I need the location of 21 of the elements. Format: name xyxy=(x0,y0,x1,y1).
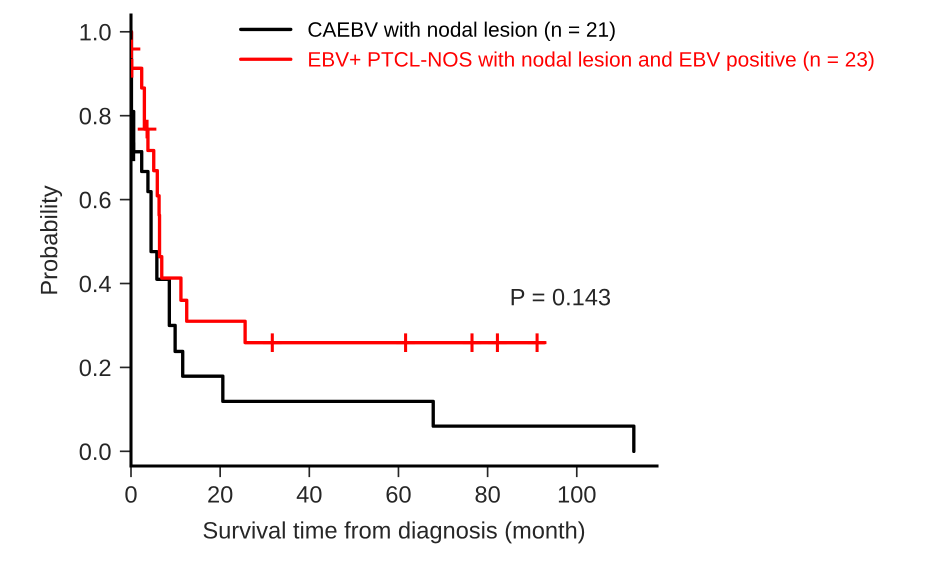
y-tick-label: 0.0 xyxy=(80,443,111,460)
y-tick-label: 0.4 xyxy=(80,276,111,292)
x-tick-label: 40 xyxy=(296,486,322,503)
x-tick-label: 0 xyxy=(125,486,137,503)
point xyxy=(486,332,508,354)
x-tick-label: 60 xyxy=(386,486,411,503)
x-tick-label: 20 xyxy=(208,486,232,503)
legend-label: CAEBV with nodal lesion (n = 21) xyxy=(308,22,615,42)
x-tick-label: 80 xyxy=(476,486,500,503)
y-tick-label: 0.8 xyxy=(80,108,111,124)
x-axis-title: Survival time from diagnosis (month) xyxy=(204,521,584,544)
point xyxy=(526,332,548,354)
y-tick-label: 1.0 xyxy=(80,24,111,41)
y-tick-label: 0.6 xyxy=(80,192,111,208)
legend-label: EBV+ PTCL-NOS with nodal lesion and EBV positive (n = 23) xyxy=(309,51,874,71)
point xyxy=(461,332,483,354)
y-tick-label: 0.2 xyxy=(80,359,110,376)
annotation: P = 0.143 xyxy=(512,288,610,306)
x-tick-label: 100 xyxy=(558,486,596,503)
point xyxy=(394,332,416,354)
y-axis-title: Probability xyxy=(40,185,62,294)
